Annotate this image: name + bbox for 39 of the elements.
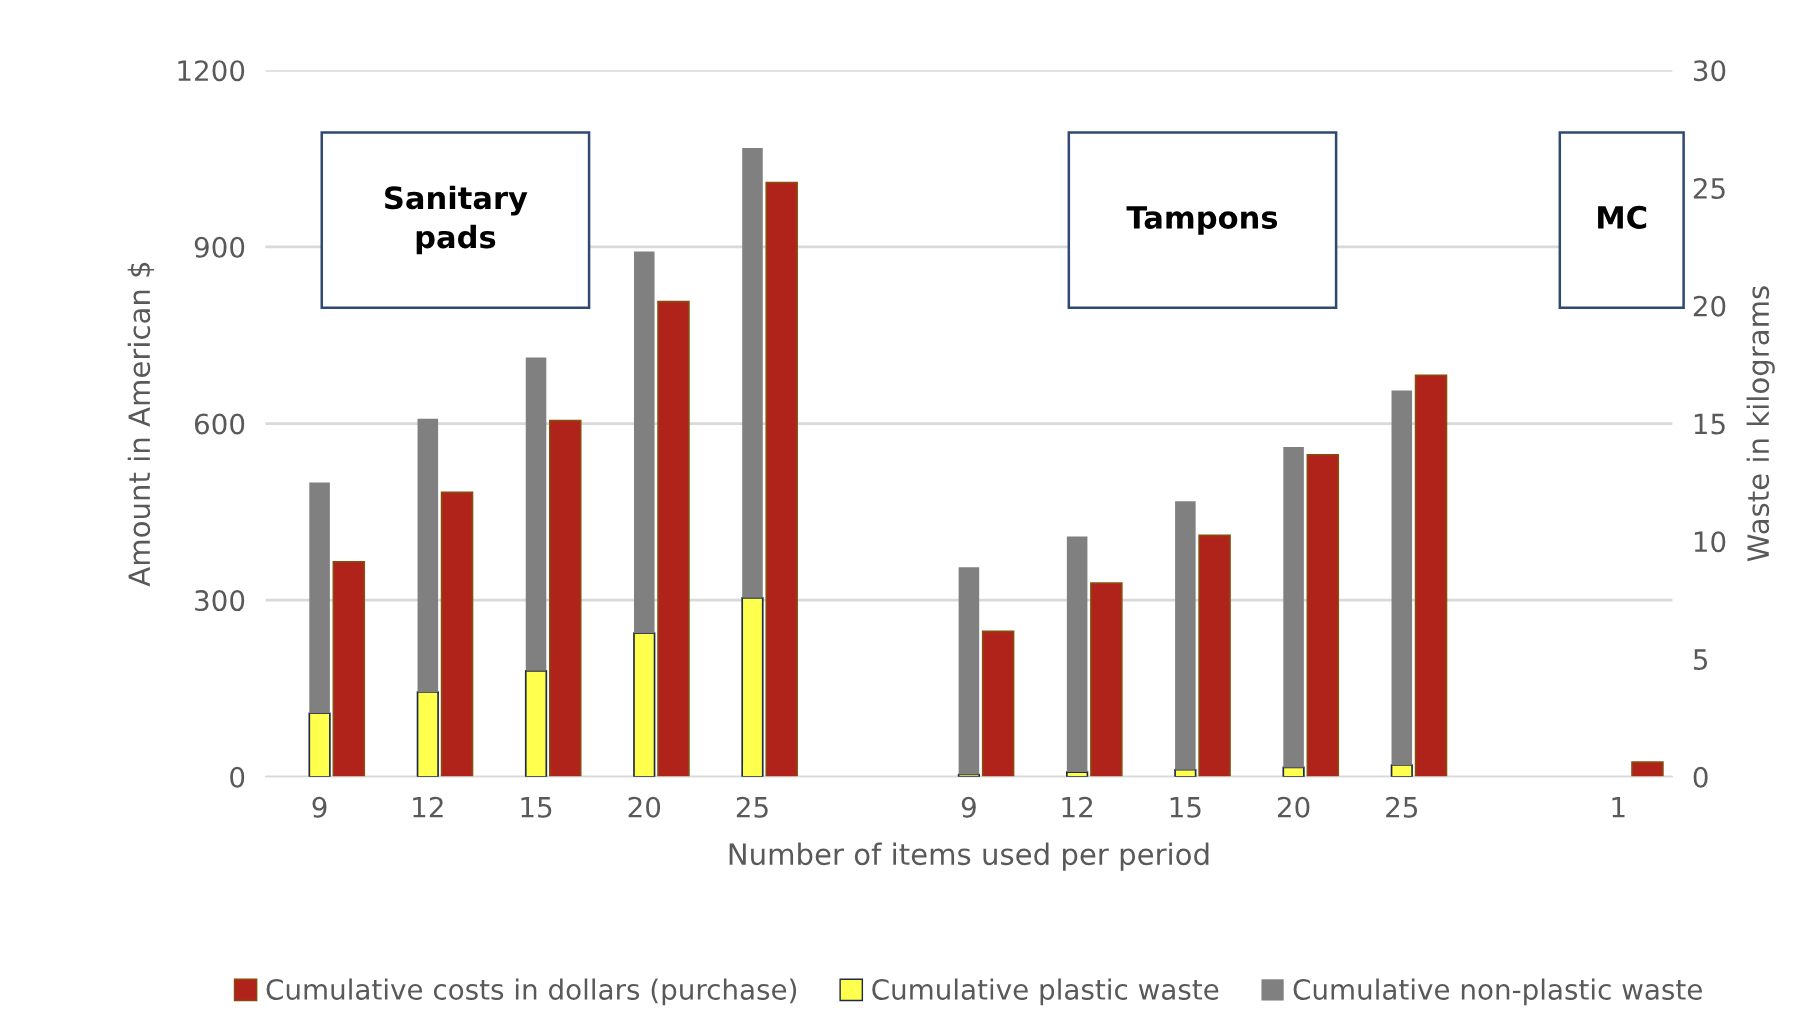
y2-tick-label: 10 — [1694, 531, 1726, 553]
bar — [1282, 766, 1305, 777]
y2-tick-label: 30 — [1693, 60, 1726, 82]
legend-label: Cumulative costs in dollars (purchase) — [266, 978, 797, 1006]
y-tick-label: 900 — [194, 236, 245, 258]
y-tick-label: 600 — [194, 413, 245, 435]
x-tick-label: 15 — [521, 797, 552, 818]
y-tick-label: 300 — [195, 590, 245, 612]
x-tick-label: 12 — [413, 796, 443, 818]
bar — [308, 712, 331, 777]
x-tick-label: 12 — [1062, 796, 1093, 818]
y2-axis-title: Waste in kilograms — [1746, 286, 1775, 562]
x-tick-label: 9 — [312, 796, 327, 818]
bar — [416, 691, 439, 777]
x-tick-label: 1 — [1612, 797, 1625, 818]
x-tick-label: 15 — [1170, 797, 1201, 818]
y-axis-title: Amount in American $ — [127, 262, 155, 587]
x-tick-label: 25 — [1386, 796, 1418, 818]
bar — [741, 596, 764, 777]
bar — [1631, 761, 1664, 777]
annotation: Sanitary pads — [385, 185, 528, 255]
legend-label: Cumulative non-plastic waste — [1293, 978, 1702, 1006]
annotation: Tampons — [1126, 206, 1278, 235]
y2-tick-label: 20 — [1693, 295, 1726, 317]
x-tick-label: 20 — [628, 796, 661, 818]
y2-tick-label: 25 — [1693, 177, 1725, 199]
y2-tick-label: 5 — [1693, 649, 1708, 670]
y-tick-label: 0 — [230, 766, 245, 788]
x-tick-label: 20 — [1277, 796, 1310, 818]
y2-tick-label: 0 — [1693, 766, 1708, 788]
bar — [524, 669, 548, 777]
legend-label: Cumulative plastic waste — [872, 978, 1219, 1006]
x-tick-label: 9 — [961, 796, 976, 818]
y-tick-label: 1200 — [178, 60, 245, 82]
bar — [633, 632, 656, 777]
y2-tick-label: 15 — [1694, 413, 1725, 435]
x-axis-title: Number of items used per period — [729, 842, 1209, 871]
annotation: MC — [1598, 205, 1647, 229]
x-tick-label: 25 — [736, 796, 768, 818]
